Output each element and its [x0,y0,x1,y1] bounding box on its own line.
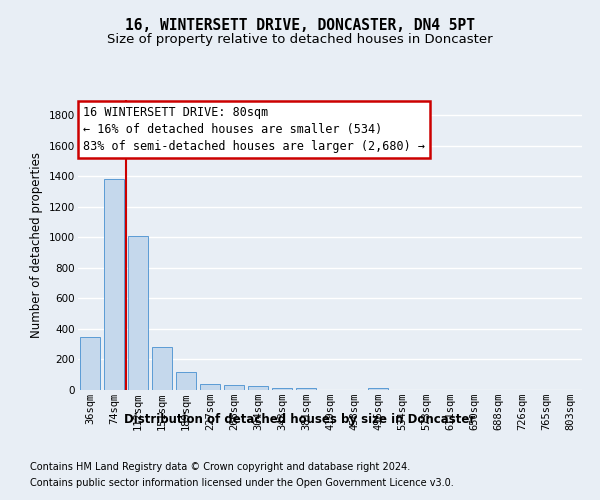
Y-axis label: Number of detached properties: Number of detached properties [31,152,43,338]
Text: Contains HM Land Registry data © Crown copyright and database right 2024.: Contains HM Land Registry data © Crown c… [30,462,410,472]
Bar [272,388,292,390]
Bar [104,180,124,390]
Bar [296,388,316,390]
Text: Contains public sector information licensed under the Open Government Licence v3: Contains public sector information licen… [30,478,454,488]
Text: Distribution of detached houses by size in Doncaster: Distribution of detached houses by size … [124,412,476,426]
Bar [368,388,388,390]
Bar [248,386,268,390]
Bar [80,336,100,390]
Text: Size of property relative to detached houses in Doncaster: Size of property relative to detached ho… [107,32,493,46]
Bar [152,346,172,390]
Bar [176,372,196,390]
Bar [200,384,220,390]
Text: 16 WINTERSETT DRIVE: 80sqm
← 16% of detached houses are smaller (534)
83% of sem: 16 WINTERSETT DRIVE: 80sqm ← 16% of deta… [83,106,425,153]
Bar [128,236,148,390]
Text: 16, WINTERSETT DRIVE, DONCASTER, DN4 5PT: 16, WINTERSETT DRIVE, DONCASTER, DN4 5PT [125,18,475,32]
Bar [224,384,244,390]
